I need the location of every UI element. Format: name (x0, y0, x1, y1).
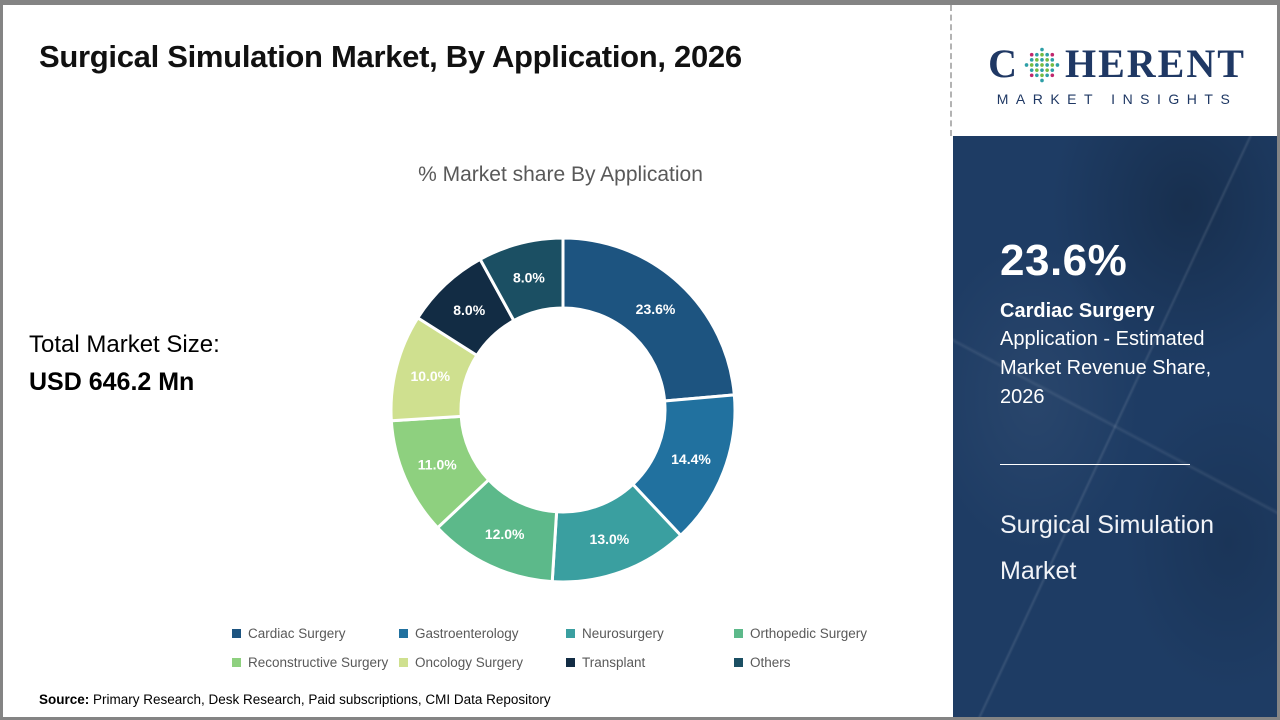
donut-segment (561, 236, 736, 403)
globe-dot (1055, 63, 1060, 67)
legend-item: Neurosurgery (566, 626, 734, 641)
donut-segment-label: 8.0% (513, 269, 545, 285)
legend-swatch (232, 629, 241, 638)
donut-chart: 23.6% 14.4% 13.0% 12.0% 11.0% 10.0% 8.0% 8.0% (381, 228, 745, 592)
total-market-size-value: USD 646.2 Mn (29, 368, 195, 396)
globe-dot (1045, 73, 1049, 78)
globe-dot (1045, 52, 1049, 57)
globe-dot (1029, 63, 1034, 67)
legend-swatch (734, 658, 743, 667)
globe-dot (1040, 63, 1044, 67)
globe-dot (1050, 63, 1055, 67)
donut-segment-label: 14.4% (671, 451, 711, 467)
donut-segment-label: 12.0% (485, 526, 525, 542)
brand-logo: C HERENT MARKET INSIGHTS (961, 23, 1273, 127)
globe-dot (1050, 52, 1055, 57)
legend-item: Cardiac Surgery (232, 626, 399, 641)
logo-letter-c: C (988, 41, 1019, 86)
donut-segment-label: 11.0% (418, 456, 457, 472)
globe-dot (1040, 47, 1044, 52)
globe-dot (1050, 73, 1055, 78)
globe-dot (1045, 58, 1049, 62)
legend-swatch (399, 629, 408, 638)
globe-dot (1029, 58, 1034, 62)
logo-market-insights: MARKET INSIGHTS (996, 91, 1238, 107)
globe-dot (1035, 58, 1039, 62)
chart-legend: Cardiac Surgery Gastroenterology Neurosurg… (232, 626, 908, 670)
sidebar-stat-title: Cardiac Surgery (1000, 300, 1155, 322)
legend-item-label: Orthopedic Surgery (750, 626, 868, 641)
legend-swatch (232, 658, 241, 667)
legend-item: Reconstructive Surgery (232, 655, 399, 670)
legend-item-label: Transplant (582, 655, 646, 670)
donut-segment-label: 10.0% (410, 368, 450, 384)
globe-dot (1035, 52, 1039, 57)
donut-segment-label: 23.6% (636, 301, 676, 317)
legend-item-label: Others (750, 655, 791, 670)
globe-dot (1035, 68, 1039, 72)
globe-dot (1040, 78, 1044, 83)
legend-swatch (566, 629, 575, 638)
legend-swatch (399, 658, 408, 667)
globe-dot (1040, 73, 1044, 78)
legend-item: Orthopedic Surgery (734, 626, 908, 641)
legend-item: Transplant (566, 655, 734, 670)
sidebar-stat-desc: Application - Estimated Market Revenue S… (1000, 328, 1212, 408)
legend-item-label: Reconstructive Surgery (248, 655, 389, 670)
brand-logo-wordmark: C HERENT (988, 43, 1246, 85)
globe-dot (1040, 58, 1044, 62)
globe-dots-icon (1024, 47, 1060, 83)
globe-dot (1035, 63, 1039, 67)
globe-dot (1050, 68, 1055, 72)
sidebar-panel: 23.6% Cardiac Surgery Application - Esti… (953, 136, 1277, 717)
donut-chart-svg: 23.6% 14.4% 13.0% 12.0% 11.0% 10.0% 8.0% 8.0% (389, 236, 737, 584)
globe-dot (1045, 68, 1049, 72)
chart-subtitle: % Market share By Application (418, 163, 703, 186)
globe-dot (1029, 73, 1034, 78)
legend-item: Oncology Surgery (399, 655, 566, 670)
total-market-size: Total Market Size: USD 646.2 Mn (29, 331, 220, 397)
globe-dot (1024, 63, 1029, 67)
sidebar-stat-value: 23.6% (1000, 236, 1128, 285)
page-title: Surgical Simulation Market, By Applicati… (39, 39, 742, 74)
globe-dot (1040, 68, 1044, 72)
source-label: Source: (39, 692, 90, 707)
donut-segment-label: 8.0% (453, 302, 485, 318)
globe-dot (1050, 58, 1055, 62)
legend-swatch (734, 629, 743, 638)
globe-dot (1035, 73, 1039, 78)
total-market-size-label: Total Market Size: (29, 331, 220, 358)
globe-dot (1029, 68, 1034, 72)
globe-dot (1045, 63, 1049, 67)
globe-dot (1029, 52, 1034, 57)
logo-letters-rest: HERENT (1064, 41, 1246, 86)
globe-dot (1040, 52, 1044, 57)
legend-item: Others (734, 655, 908, 670)
donut-segment-label: 13.0% (590, 531, 630, 547)
legend-item-label: Cardiac Surgery (248, 626, 346, 641)
legend-item: Gastroenterology (399, 626, 566, 641)
legend-item-label: Oncology Surgery (415, 655, 524, 670)
legend-swatch (566, 658, 575, 667)
logo-divider (950, 5, 952, 136)
source-text: Primary Research, Desk Research, Paid su… (89, 692, 551, 707)
source-note: Source: Primary Research, Desk Research,… (39, 692, 551, 707)
donut-segment (478, 236, 565, 323)
legend-item-label: Neurosurgery (582, 626, 664, 641)
sidebar-divider (1000, 464, 1190, 465)
legend-item-label: Gastroenterology (415, 626, 519, 641)
sidebar-panel-title: Surgical Simulation Market (1000, 511, 1214, 585)
